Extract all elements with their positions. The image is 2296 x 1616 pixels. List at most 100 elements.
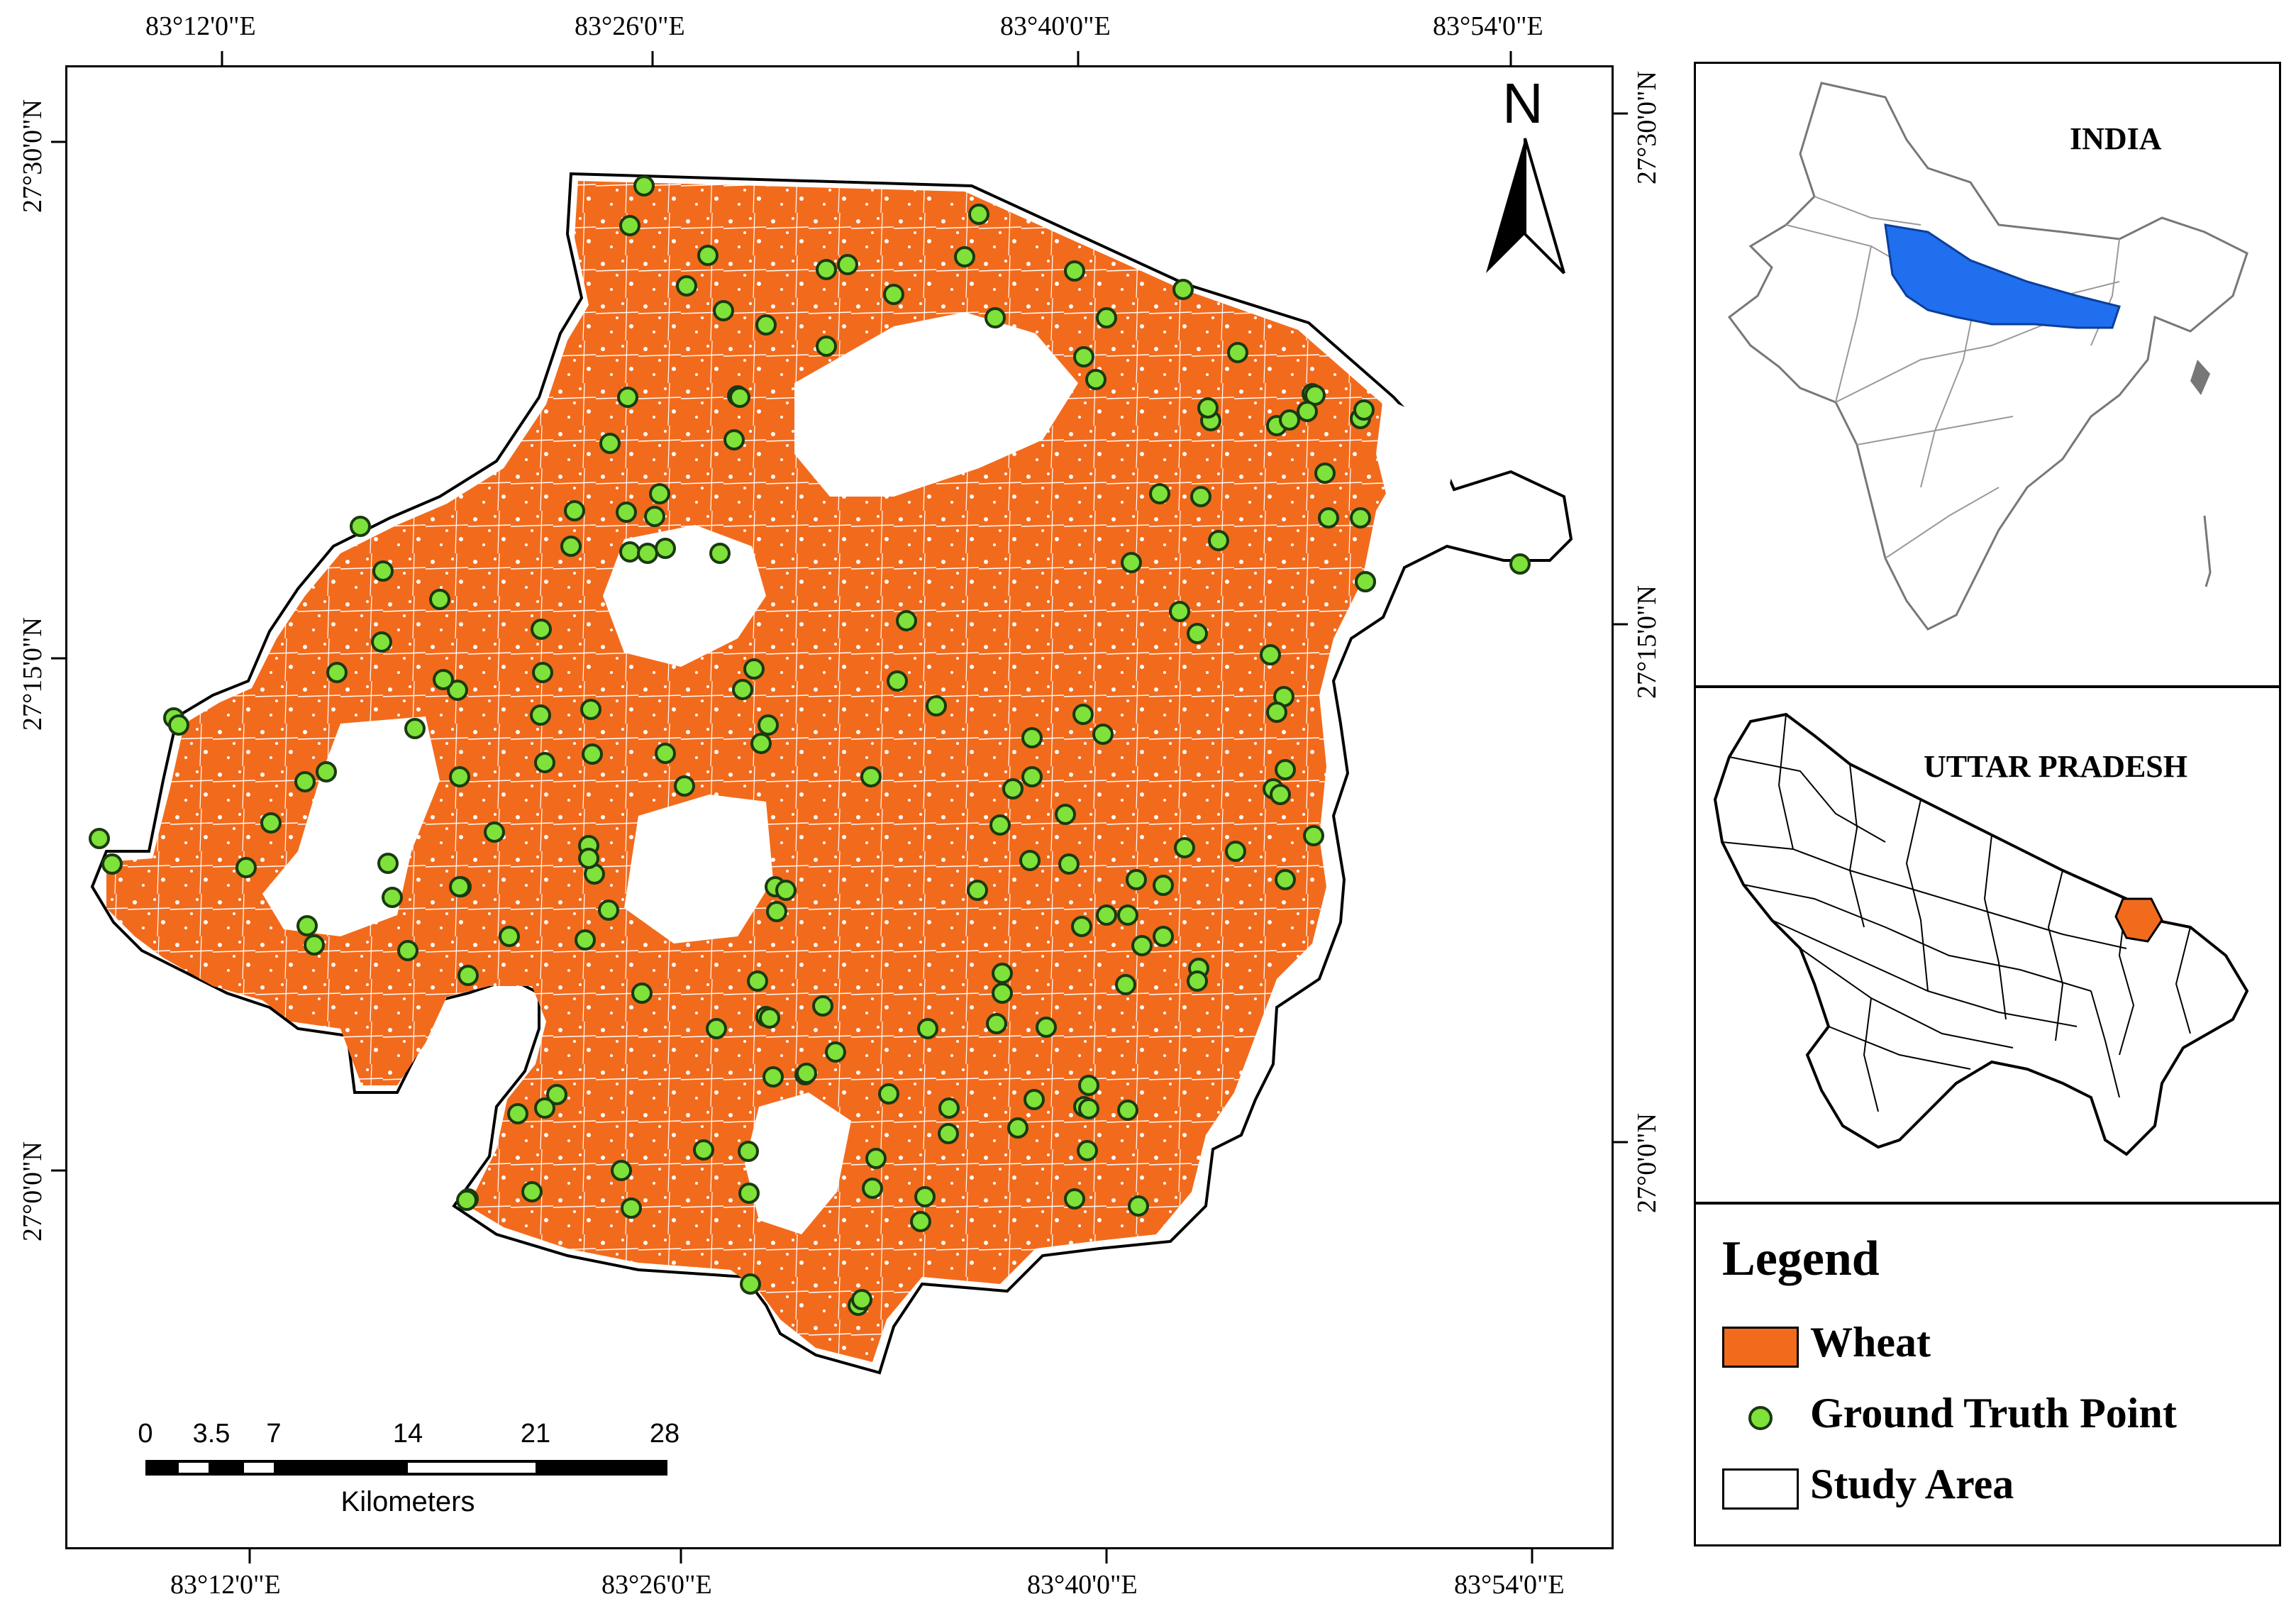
ground-truth-point (926, 695, 947, 716)
ground-truth-point (456, 1190, 477, 1211)
ground-truth-point (713, 300, 734, 321)
ground-truth-point (304, 934, 325, 956)
ground-truth-point (580, 699, 601, 720)
scale-unit-label: Kilometers (340, 1486, 475, 1517)
ground-truth-point (762, 1066, 784, 1088)
lon-label-top: 83°26'0"E (575, 11, 685, 41)
legend-label-ground-truth: Ground Truth Point (1810, 1390, 2177, 1437)
ground-truth-point (738, 1183, 760, 1204)
ground-truth-point (617, 387, 638, 408)
scale-tick-label: 7 (266, 1419, 282, 1449)
ground-truth-point (433, 669, 454, 690)
ground-truth-point (968, 204, 989, 225)
scale-bar (145, 1460, 667, 1476)
ground-truth-point (992, 963, 1013, 984)
ground-truth-point (775, 880, 797, 901)
ground-truth-point (1350, 507, 1371, 528)
ground-truth-point (1021, 727, 1043, 748)
ground-truth-point (532, 662, 553, 683)
legend-swatch-ground-truth (1748, 1406, 1773, 1430)
ground-truth-point (1172, 279, 1194, 300)
ground-truth-point (1509, 553, 1531, 575)
scale-tick-label: 3.5 (192, 1419, 231, 1449)
ground-truth-point (1128, 1195, 1149, 1217)
ground-truth-point (986, 1013, 1007, 1034)
ground-truth-point (1077, 1140, 1098, 1161)
ground-truth-point (896, 610, 917, 631)
ground-truth-point (985, 307, 1006, 328)
ground-truth-point (1279, 409, 1300, 431)
ground-truth-point (1055, 804, 1076, 825)
ground-truth-point (621, 1197, 642, 1219)
ground-truth-point (883, 284, 904, 305)
ground-truth-point (1270, 784, 1291, 805)
ground-truth-point (1078, 1098, 1099, 1119)
ground-truth-point (1126, 869, 1147, 890)
graticule-ticks (51, 51, 1628, 1564)
ground-truth-point (316, 761, 337, 782)
ground-truth-point (1190, 486, 1211, 507)
lat-label-left: 27°0'0"N (18, 1141, 48, 1241)
ground-truth-point (862, 1178, 883, 1199)
ground-truth-point (429, 589, 450, 610)
ground-truth-point (1355, 571, 1376, 592)
ground-truth-point (1131, 935, 1153, 956)
legend-label-study-area: Study Area (1810, 1461, 2014, 1507)
ground-truth-point (816, 336, 837, 357)
lat-label-left: 27°30'0"N (18, 99, 48, 213)
ground-truth-point (382, 887, 403, 908)
ground-truth-point (1058, 853, 1080, 875)
ground-truth-point (674, 775, 695, 797)
ground-truth-point (1353, 399, 1375, 421)
wheat-cover (106, 181, 1404, 1362)
ground-truth-point (1187, 623, 1208, 644)
ground-truth-point (755, 314, 777, 336)
ground-truth-point (260, 812, 282, 834)
ground-truth-point (812, 995, 833, 1017)
ground-truth-point (521, 1181, 543, 1202)
lat-label-right: 27°0'0"N (1632, 1113, 1662, 1213)
ground-truth-point (1085, 369, 1107, 390)
ground-truth-point (1314, 463, 1336, 484)
scale-tick-label: 21 (520, 1419, 551, 1449)
ground-truth-point (168, 714, 189, 736)
ground-truth-point (837, 254, 858, 275)
ground-truth-point (611, 1160, 632, 1181)
ground-truth-point (616, 502, 637, 523)
ground-truth-point (992, 983, 1013, 1004)
scale-tick-label: 14 (392, 1419, 423, 1449)
ground-truth-point (546, 1084, 567, 1105)
ground-truth-point (910, 1211, 931, 1232)
ground-truth-point (917, 1018, 938, 1039)
ground-truth-point (449, 876, 470, 897)
ground-truth-point (851, 1289, 872, 1310)
north-label: N (1502, 72, 1543, 135)
ground-truth-point (1072, 704, 1094, 725)
north-arrow-icon (1486, 138, 1565, 275)
lon-label-bottom: 83°40'0"E (1027, 1570, 1138, 1600)
ground-truth-point (560, 536, 582, 557)
ground-truth-point (697, 245, 719, 266)
ground-truth-point (235, 857, 257, 878)
lon-label-bottom: 83°12'0"E (170, 1570, 281, 1600)
ground-truth-point (1007, 1117, 1028, 1139)
ground-truth-point (599, 433, 621, 454)
ground-truth-point (655, 743, 676, 764)
scale-tick-label: 28 (649, 1419, 680, 1449)
legend-swatch-wheat (1722, 1327, 1799, 1368)
ground-truth-point (631, 983, 653, 1004)
ground-truth-point (531, 619, 552, 640)
ground-truth-point (1149, 483, 1170, 504)
ground-truth-point (296, 915, 318, 936)
ground-truth-point (1318, 507, 1339, 528)
ground-truth-point (825, 1041, 846, 1063)
ground-truth-point (865, 1148, 887, 1169)
legend-label-wheat: Wheat (1810, 1319, 1931, 1366)
ground-truth-point (534, 752, 555, 773)
ground-truth-point (1078, 1075, 1099, 1096)
ground-truth-point (1117, 904, 1138, 926)
ground-truth-point (759, 1007, 780, 1029)
ground-truth-point (1096, 307, 1117, 328)
non-wheat-patch (1376, 397, 1461, 511)
